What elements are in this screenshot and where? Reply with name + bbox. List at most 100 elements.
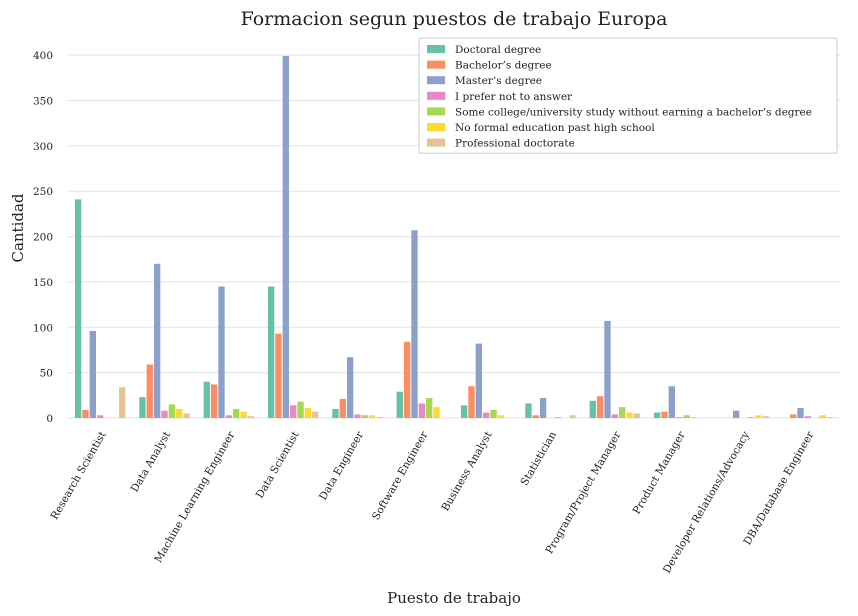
bar — [747, 417, 755, 418]
x-tick-label: Data Scientist — [254, 429, 302, 501]
bar — [762, 416, 769, 418]
y-tick-label: 250 — [33, 186, 53, 198]
bar — [589, 400, 596, 418]
bar — [361, 415, 369, 418]
bar — [297, 401, 304, 418]
y-tick-label: 100 — [33, 322, 53, 334]
y-tick-label: 300 — [33, 141, 53, 153]
bar — [804, 416, 812, 418]
bar — [146, 364, 153, 418]
bar — [490, 409, 497, 418]
legend-label: No formal education past high school — [455, 122, 655, 134]
y-tick-label: 400 — [33, 50, 53, 62]
bar — [675, 417, 683, 418]
y-tick-labels: 0 50 100 150 200 250 300 350 400 — [33, 50, 53, 425]
bar — [525, 403, 532, 418]
y-axis-title: Cantidad — [9, 193, 27, 262]
legend-label: Professional doctorate — [455, 138, 575, 150]
x-tick-label: Statistician — [518, 429, 559, 488]
legend-label: Some college/university study without ea… — [455, 106, 812, 118]
bar — [354, 414, 361, 418]
y-tick-label: 350 — [33, 96, 53, 108]
bar — [539, 398, 547, 418]
bar — [475, 343, 482, 418]
bar — [789, 414, 797, 418]
bar — [403, 341, 411, 418]
bar — [89, 330, 96, 418]
bar — [289, 405, 297, 418]
x-axis-title: Puesto de trabajo — [387, 589, 521, 607]
legend-label: Doctoral degree — [455, 44, 541, 56]
bar — [376, 417, 383, 418]
legend-swatch — [427, 107, 445, 116]
legend-swatch — [427, 91, 445, 100]
legend-swatch — [427, 76, 445, 85]
bar — [161, 410, 168, 418]
bar — [312, 411, 319, 418]
bar — [240, 411, 247, 418]
bar — [153, 263, 161, 418]
y-tick-label: 0 — [46, 413, 53, 425]
bar — [653, 412, 661, 418]
x-tick-label: Program/Project Manager — [543, 429, 623, 556]
legend-swatch — [427, 45, 445, 53]
bar — [433, 407, 440, 418]
bar — [569, 415, 576, 418]
bar — [304, 408, 312, 418]
bar — [604, 320, 611, 418]
legend: Doctoral degree Bachelor’s degree Master’s… — [418, 37, 838, 154]
bar — [139, 397, 146, 418]
bar — [225, 415, 233, 418]
legend-swatch — [427, 138, 445, 147]
legend-label: Bachelor’s degree — [455, 60, 552, 72]
y-tick-label: 200 — [33, 232, 53, 244]
bar — [233, 408, 240, 418]
bar — [426, 398, 433, 418]
bar — [369, 415, 376, 418]
bar — [183, 413, 190, 418]
legend-label: I prefer not to answer — [455, 91, 573, 103]
bar — [661, 411, 668, 418]
bar — [460, 405, 468, 418]
bar — [482, 412, 490, 418]
bar — [611, 414, 619, 418]
bar — [411, 230, 418, 418]
bar — [275, 333, 282, 418]
bar — [396, 391, 403, 418]
bar — [332, 408, 339, 418]
legend-swatch — [427, 60, 445, 69]
chart-title: Formacion segun puestos de trabajo Europ… — [241, 8, 668, 30]
bar — [554, 417, 562, 418]
x-tick-label: Software Engineer — [370, 429, 431, 523]
bar — [339, 398, 346, 418]
bar — [633, 413, 641, 418]
x-tick-label: DBA/Database Engineer — [742, 429, 817, 548]
bar — [690, 417, 698, 418]
x-tick-label: Data Engineer — [317, 429, 366, 503]
bars — [74, 56, 834, 419]
y-tick-label: 50 — [40, 368, 53, 380]
bar — [732, 410, 740, 418]
bar — [626, 412, 633, 418]
bar — [282, 56, 289, 419]
bar — [819, 415, 826, 418]
x-tick-label: Business Analyst — [439, 429, 495, 513]
bar — [797, 408, 804, 418]
bar — [82, 409, 89, 418]
bar — [210, 384, 218, 418]
legend-label: Master’s degree — [455, 75, 542, 87]
bar — [532, 415, 539, 418]
bar — [668, 386, 675, 418]
bar — [497, 415, 505, 418]
bar — [96, 415, 104, 418]
bar — [468, 386, 475, 418]
bar — [619, 407, 626, 418]
x-tick-label: Product Manager — [631, 429, 689, 517]
bar — [267, 286, 275, 418]
bar — [203, 381, 210, 418]
bar — [596, 396, 604, 418]
legend-swatch — [427, 123, 445, 131]
bar — [119, 387, 126, 418]
